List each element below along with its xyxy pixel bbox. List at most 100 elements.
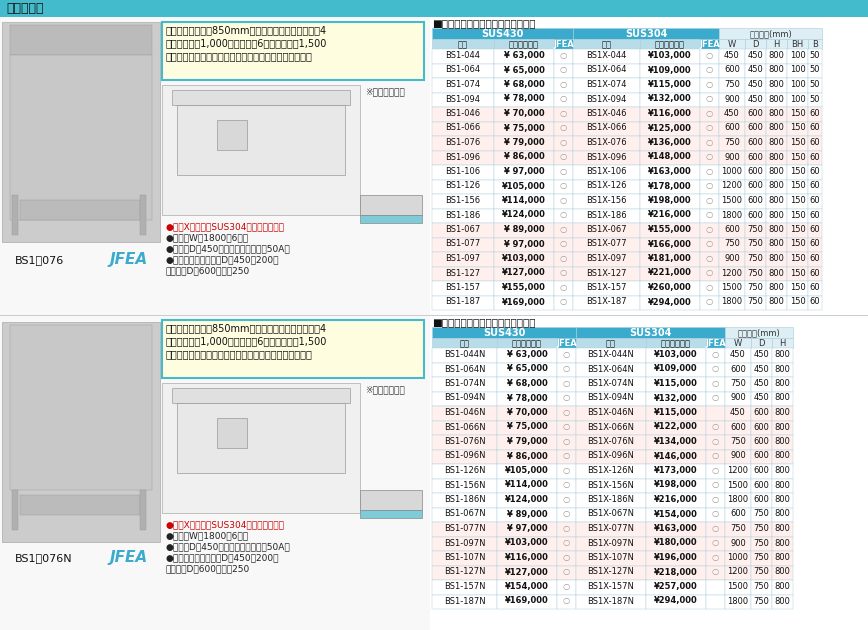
Text: BS1-127N: BS1-127N (444, 568, 485, 576)
Text: 750: 750 (747, 268, 764, 277)
Bar (766, 266, 787, 281)
Text: ○: ○ (706, 152, 713, 161)
Bar (745, 93, 766, 107)
Text: ¥124,000: ¥124,000 (505, 495, 549, 504)
Bar (719, 223, 745, 238)
Text: 150: 150 (790, 254, 806, 263)
Bar (494, 136, 554, 151)
Text: BS1-076N: BS1-076N (444, 437, 485, 446)
Text: 60: 60 (810, 181, 820, 190)
Bar (573, 64, 640, 78)
Text: 一槽シンクは高さ850mm仕様もございます。価格は4: 一槽シンクは高さ850mm仕様もございます。価格は4 (166, 25, 327, 35)
Bar (706, 508, 725, 522)
Bar (808, 39, 822, 49)
Text: ¥103,000: ¥103,000 (505, 539, 549, 547)
Text: ¥198,000: ¥198,000 (654, 481, 698, 490)
Bar (432, 537, 497, 551)
Text: 800: 800 (774, 510, 791, 518)
Text: 750: 750 (753, 524, 769, 533)
Bar (432, 464, 497, 479)
Bar (576, 493, 646, 508)
Bar (745, 295, 766, 310)
Text: BS1X-044: BS1X-044 (586, 51, 627, 60)
Text: 800: 800 (768, 297, 785, 307)
Bar (640, 49, 700, 64)
Bar (706, 377, 725, 391)
Bar (719, 122, 745, 136)
Text: 150: 150 (790, 297, 806, 307)
Text: 60: 60 (810, 123, 820, 132)
Bar (646, 479, 706, 493)
Bar (497, 338, 557, 348)
Bar (719, 78, 745, 93)
Text: 1000: 1000 (721, 167, 742, 176)
Bar (766, 223, 787, 238)
Bar (772, 493, 793, 508)
Bar (494, 223, 554, 238)
Bar (432, 406, 497, 420)
Bar (787, 39, 808, 49)
Text: ¥154,000: ¥154,000 (505, 582, 549, 591)
Bar (432, 377, 497, 391)
Text: BS1-077: BS1-077 (445, 239, 481, 248)
Text: ¥181,000: ¥181,000 (648, 254, 692, 263)
Text: 450: 450 (747, 94, 763, 103)
Bar (745, 180, 766, 194)
Text: JFEA: JFEA (699, 40, 720, 49)
Bar (432, 93, 494, 107)
Bar (576, 406, 646, 420)
Bar (766, 252, 787, 266)
Bar (751, 566, 772, 580)
Text: 450: 450 (724, 109, 740, 118)
Bar (646, 449, 706, 464)
Bar (554, 180, 573, 194)
Bar (576, 508, 646, 522)
Text: ○: ○ (706, 196, 713, 205)
Text: ¥ 97,000: ¥ 97,000 (503, 167, 544, 176)
Bar (432, 435, 497, 449)
Text: ○: ○ (706, 210, 713, 219)
Text: ¥ 63,000: ¥ 63,000 (507, 350, 548, 359)
Bar (432, 266, 494, 281)
Bar (706, 406, 725, 420)
Text: ○: ○ (560, 268, 567, 277)
Text: 800: 800 (774, 582, 791, 591)
Bar (432, 180, 494, 194)
Bar (162, 383, 360, 513)
Bar (719, 165, 745, 180)
Text: ¥109,000: ¥109,000 (654, 365, 698, 374)
Bar (719, 194, 745, 209)
Bar (640, 252, 700, 266)
Bar (573, 180, 640, 194)
Text: 60: 60 (810, 225, 820, 234)
Bar (787, 238, 808, 252)
Text: ○: ○ (706, 239, 713, 248)
Text: ○: ○ (560, 94, 567, 103)
Bar (576, 537, 646, 551)
Text: 450: 450 (753, 365, 769, 374)
Bar (432, 136, 494, 151)
Text: BS1-187N: BS1-187N (444, 597, 485, 605)
Text: 800: 800 (768, 283, 785, 292)
Bar (808, 122, 822, 136)
Text: ●間口（W）1800は6本脚: ●間口（W）1800は6本脚 (165, 233, 248, 242)
Bar (751, 420, 772, 435)
Text: 600: 600 (753, 408, 769, 417)
Text: 60: 60 (810, 138, 820, 147)
Text: 750: 750 (724, 80, 740, 89)
Text: 1000: 1000 (727, 553, 748, 562)
Text: ○: ○ (562, 553, 570, 562)
Bar (706, 551, 725, 566)
Text: BS1X-187N: BS1X-187N (588, 597, 635, 605)
Text: ¥122,000: ¥122,000 (654, 423, 698, 432)
Bar (751, 362, 772, 377)
Bar (646, 566, 706, 580)
Text: 100: 100 (790, 66, 806, 74)
Bar (745, 165, 766, 180)
Bar (787, 252, 808, 266)
Bar (576, 479, 646, 493)
Text: 600: 600 (724, 123, 740, 132)
Text: JFEA: JFEA (110, 550, 148, 565)
Text: 150: 150 (790, 239, 806, 248)
Text: ○: ○ (712, 553, 719, 562)
